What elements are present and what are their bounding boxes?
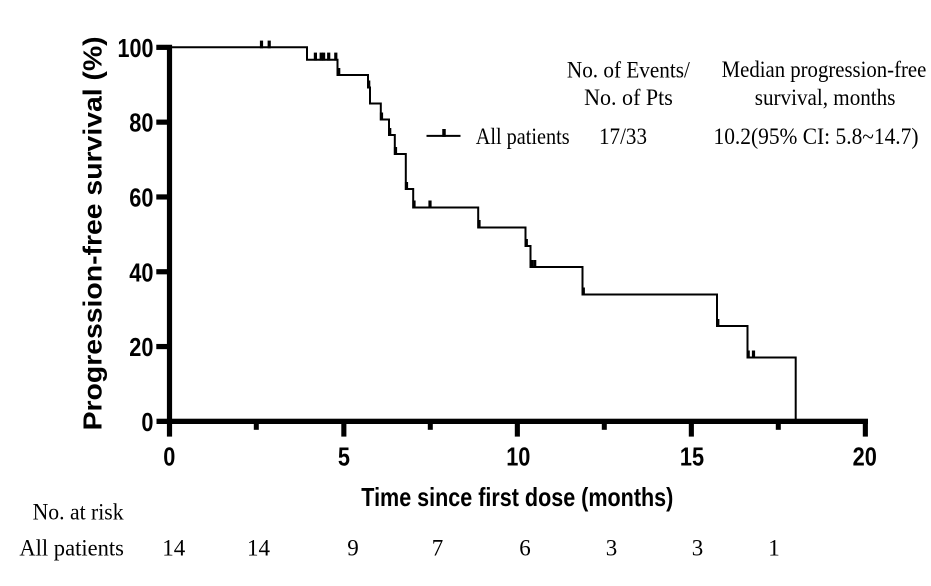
svg-text:14: 14 [247, 535, 271, 560]
svg-text:20: 20 [129, 332, 153, 362]
svg-text:15: 15 [680, 442, 704, 472]
svg-text:9: 9 [347, 535, 359, 560]
svg-text:3: 3 [692, 535, 704, 560]
svg-text:0: 0 [141, 407, 153, 437]
svg-text:No. at risk: No. at risk [33, 499, 124, 524]
svg-text:No. of Events/: No. of Events/ [567, 58, 691, 83]
svg-text:60: 60 [129, 183, 153, 213]
svg-text:No. of Pts: No. of Pts [584, 85, 673, 110]
svg-text:10: 10 [506, 442, 530, 472]
svg-text:20: 20 [853, 442, 877, 472]
svg-text:7: 7 [432, 535, 444, 560]
svg-text:17/33: 17/33 [599, 124, 647, 149]
svg-text:3: 3 [606, 535, 618, 560]
svg-text:All patients: All patients [476, 124, 570, 149]
svg-text:100: 100 [118, 33, 154, 63]
svg-text:survival, months: survival, months [755, 85, 896, 110]
svg-text:40: 40 [129, 257, 153, 287]
svg-text:0: 0 [163, 442, 175, 472]
svg-text:6: 6 [519, 535, 531, 560]
svg-text:1: 1 [768, 535, 780, 560]
svg-text:Median progression-free: Median progression-free [722, 57, 927, 82]
svg-text:All patients: All patients [19, 535, 124, 560]
svg-text:10.2(95% CI: 5.8~14.7): 10.2(95% CI: 5.8~14.7) [714, 124, 919, 149]
svg-text:Time since first dose (months): Time since first dose (months) [361, 482, 673, 512]
svg-text:5: 5 [338, 442, 350, 472]
svg-text:Progression-free survival (%): Progression-free survival (%) [78, 36, 108, 430]
svg-text:14: 14 [162, 535, 186, 560]
svg-text:80: 80 [129, 108, 153, 138]
